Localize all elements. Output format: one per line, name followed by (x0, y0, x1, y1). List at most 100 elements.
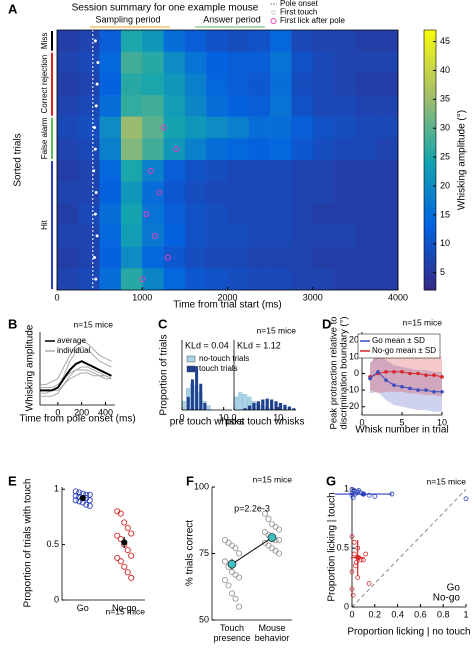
heat-cell (206, 246, 228, 269)
heat-cell (184, 73, 207, 96)
y-tick-label: 1 (344, 484, 349, 494)
colorbar-step (424, 69, 436, 74)
heat-cell (163, 181, 186, 204)
panel-letter: G (326, 473, 336, 488)
hist-bar (199, 383, 203, 410)
heat-cell (291, 95, 314, 117)
heat-cell (163, 246, 186, 269)
heat-cell (355, 30, 377, 52)
first-touch (93, 212, 97, 216)
heat-cell (227, 160, 250, 182)
point (235, 574, 243, 581)
panel-letter: B (8, 316, 17, 331)
colorbar-step (424, 99, 436, 105)
colorbar-step (424, 281, 436, 287)
x-category-label-box: No-go (112, 603, 137, 613)
legend-label: First touch (280, 8, 317, 17)
heat-cell (142, 268, 164, 291)
first-touch (93, 126, 97, 129)
colorbar-step (424, 285, 436, 291)
legend-label: touch trials (199, 364, 238, 373)
colorbar-step (424, 34, 436, 40)
heat-cell (270, 160, 292, 182)
heat-cell (376, 268, 399, 291)
n-label: n=15 mice (403, 317, 443, 327)
y-axis-label: Whisking amplitude (25, 324, 36, 411)
legend-swatch (271, 10, 276, 15)
first-touch (93, 39, 97, 43)
x-tick-label: 200 (74, 407, 89, 417)
point (228, 542, 236, 549)
heat-cell (120, 73, 143, 96)
colorbar-tick-label: 45 (440, 36, 450, 46)
heat-cell (270, 51, 292, 74)
heat-cell (57, 225, 79, 247)
heat-cell (184, 268, 207, 291)
heat-cell (227, 30, 250, 52)
hist-bar (274, 401, 278, 410)
y-axis-label: Proportion of trials (159, 334, 170, 415)
heat-cell (376, 160, 399, 182)
point (354, 559, 359, 565)
heat-cell (227, 203, 250, 226)
heat-cell (57, 138, 79, 161)
point (117, 558, 124, 565)
heat-cell (270, 246, 292, 269)
sd-band (370, 351, 442, 397)
y-axis-label: Sorted trials (13, 133, 24, 186)
hist-bar (261, 399, 265, 410)
colorbar-frame (423, 29, 437, 291)
heat-cell (376, 73, 399, 96)
point (265, 515, 272, 522)
hist-bar (233, 396, 238, 411)
group-bar (51, 161, 53, 289)
hist-bar (206, 405, 211, 411)
heat-cell (312, 95, 335, 117)
point (72, 497, 79, 504)
hist-bar (238, 392, 243, 411)
heat-cell (376, 30, 399, 52)
colorbar-step (424, 168, 436, 174)
heat-cell (163, 160, 186, 182)
heat-cell (376, 203, 399, 226)
colorbar-step (424, 173, 436, 178)
colorbar-step (424, 194, 436, 200)
heat-cell (78, 95, 100, 117)
first-touch (94, 191, 98, 194)
heat-cell (312, 51, 335, 74)
x-tick-label: 0.6 (414, 609, 427, 619)
colorbar-step (424, 155, 436, 161)
heat-cell (312, 30, 335, 52)
heat-cell (248, 203, 271, 226)
heat-cell (57, 181, 79, 204)
x-tick-label: 2000 (217, 292, 237, 302)
colorbar-tick-label: 35 (440, 94, 450, 104)
heat-cell (227, 225, 250, 247)
hist-bar (190, 379, 194, 410)
x-tick-label: 0.8 (437, 609, 450, 619)
point (72, 492, 79, 499)
heat-cell (163, 138, 186, 161)
x-category-label: Go (76, 603, 89, 613)
colorbar-step (424, 216, 436, 222)
colorbar-step (424, 268, 436, 274)
chart-title: Session summary for one example mouse (72, 3, 259, 14)
hist-bar (292, 408, 296, 410)
colorbar-step (424, 112, 436, 118)
point (275, 526, 283, 533)
colorbar-step (424, 164, 436, 170)
point (228, 569, 236, 576)
colorbar-step (424, 190, 436, 196)
x-tick-label: 10 (437, 417, 447, 427)
colorbar-step (424, 151, 436, 157)
x-axis-label: post touch whisks (226, 417, 305, 428)
heat-cell (57, 160, 79, 182)
colorbar-step (424, 264, 436, 269)
heat-cell (312, 73, 335, 96)
heat-cell (334, 203, 356, 226)
colorbar-step (424, 30, 436, 35)
line (40, 369, 112, 388)
heat-cell (227, 246, 250, 269)
line (40, 360, 112, 392)
